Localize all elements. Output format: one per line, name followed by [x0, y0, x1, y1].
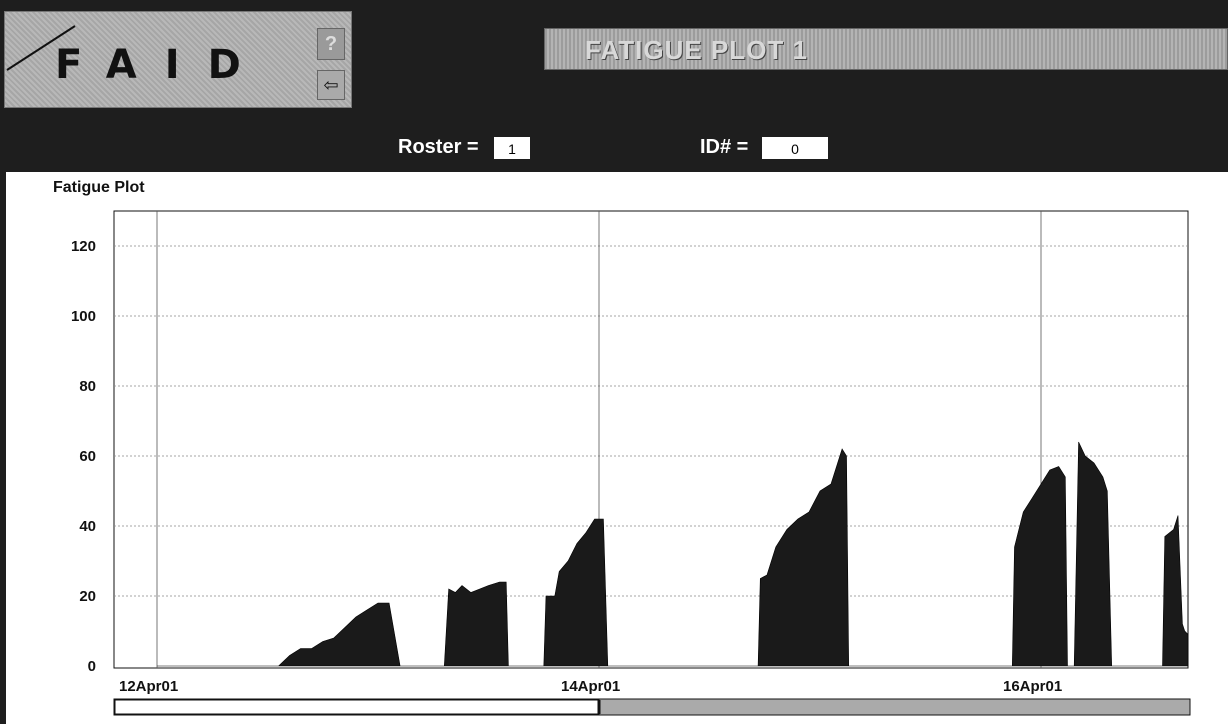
id-label: ID# = [700, 136, 749, 158]
back-arrow-icon[interactable]: ⇦ [317, 70, 345, 100]
id-field[interactable]: 0 [762, 137, 828, 159]
y-tick-label: 60 [79, 448, 96, 465]
y-tick-label: 0 [88, 658, 96, 675]
scrollbar-thumb[interactable] [114, 699, 600, 715]
y-tick-label: 100 [71, 308, 96, 325]
roster-field[interactable]: 1 [494, 137, 530, 159]
page-title: FATIGUE PLOT 1 [585, 35, 808, 65]
x-tick-label: 16Apr01 [1003, 678, 1062, 695]
fatigue-area-series [157, 270, 1189, 667]
y-tick-label: 80 [79, 378, 96, 395]
page-title-bar: FATIGUE PLOT 1 [544, 28, 1228, 70]
help-question-icon[interactable]: ? [317, 28, 345, 60]
y-tick-label: 20 [79, 588, 96, 605]
y-tick-label: 40 [79, 518, 96, 535]
logo-text: FAID [55, 42, 269, 88]
y-tick-label: 120 [71, 238, 96, 255]
x-tick-label: 14Apr01 [561, 678, 620, 695]
x-tick-label: 12Apr01 [119, 678, 178, 695]
chart-title: Fatigue Plot [53, 179, 145, 196]
plot-area [113, 210, 1189, 669]
logo-slash-decoration [6, 25, 76, 71]
roster-label: Roster = [398, 136, 479, 158]
faid-logo: FAID ? ⇦ [4, 11, 352, 108]
